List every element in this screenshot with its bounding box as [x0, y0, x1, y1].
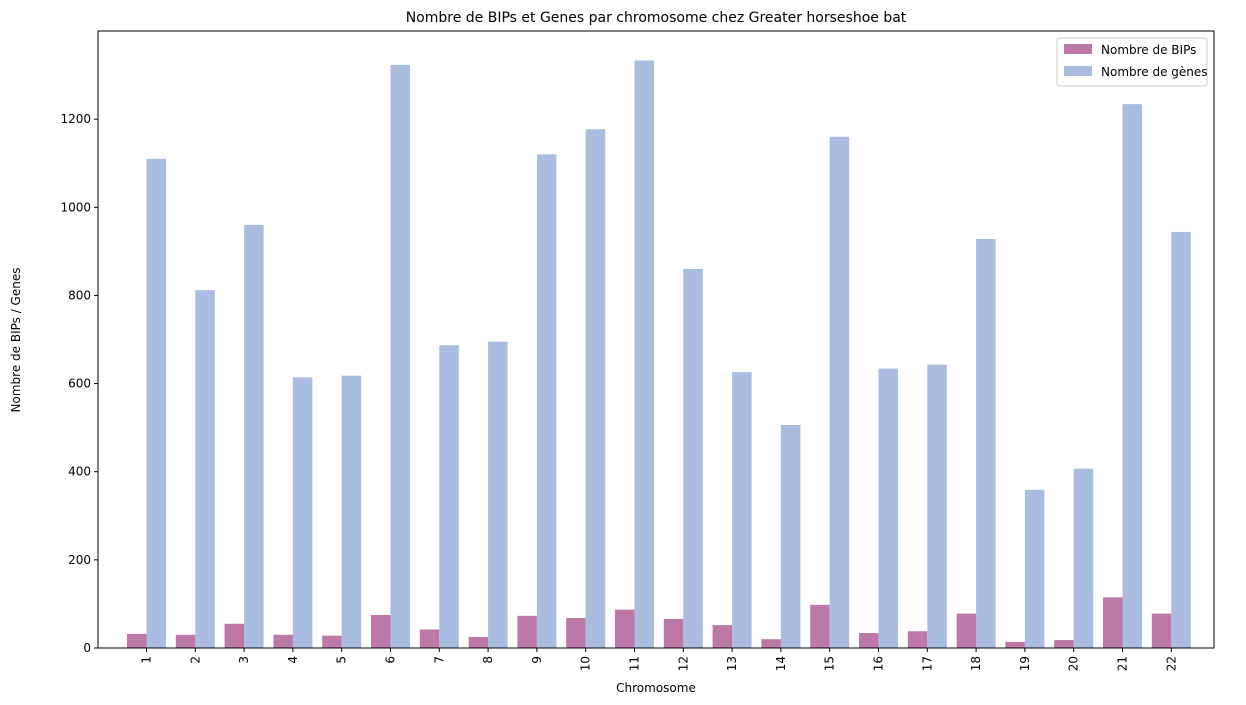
bar-bips-chr-7: [419, 629, 440, 648]
bar-genes-chr-22: [1171, 231, 1191, 649]
bar-genes-chr-12: [683, 268, 703, 648]
y-tick-label: 400: [68, 465, 91, 479]
bar-bips-chr-22: [1151, 613, 1172, 648]
x-tick-label: 15: [823, 656, 837, 671]
bar-genes-chr-2: [195, 290, 215, 648]
y-tick-label: 800: [68, 288, 91, 302]
x-tick-label: 7: [432, 656, 446, 664]
y-tick-label: 0: [83, 641, 91, 655]
bar-genes-chr-3: [244, 224, 264, 648]
bar-genes-chr-20: [1073, 468, 1094, 648]
x-tick-label: 18: [969, 656, 983, 671]
bar-genes-chr-10: [585, 129, 606, 648]
x-tick-label: 14: [774, 656, 788, 671]
x-tick-label: 4: [286, 656, 300, 664]
legend-swatch-bips: [1064, 44, 1092, 54]
legend-swatch-genes: [1064, 66, 1092, 76]
bar-bips-chr-14: [761, 639, 781, 648]
bar-genes-chr-7: [439, 345, 459, 648]
y-tick-label: 200: [68, 553, 91, 567]
plot-frame: [97, 30, 1215, 649]
bar-genes-chr-11: [634, 60, 654, 649]
bar-bips-chr-12: [663, 618, 684, 648]
x-tick-label: 5: [335, 656, 349, 664]
bar-genes-chr-21: [1122, 104, 1142, 648]
bar-genes-chr-6: [390, 64, 410, 648]
bar-bips-chr-6: [371, 614, 391, 648]
bar-genes-chr-14: [780, 424, 801, 648]
x-tick-label: 11: [628, 656, 642, 671]
x-tick-label: 17: [920, 656, 934, 671]
bar-genes-chr-19: [1024, 489, 1045, 648]
bar-bips-chr-4: [273, 634, 293, 648]
bar-genes-chr-17: [927, 364, 947, 648]
bar-genes-chr-16: [878, 368, 898, 648]
x-tick-label: 3: [237, 656, 251, 664]
plot-area: [98, 31, 1214, 648]
bar-genes-chr-8: [488, 341, 508, 648]
y-tick-label: 1000: [60, 200, 91, 214]
bar-bips-chr-1: [127, 633, 147, 648]
x-tick-label: 16: [872, 656, 886, 671]
bar-bips-chr-3: [224, 623, 245, 648]
bar-bips-chr-17: [907, 631, 928, 648]
bar-genes-chr-9: [536, 154, 557, 648]
bar-bips-chr-10: [566, 618, 586, 648]
legend: Nombre de BIPs Nombre de gènes: [1056, 37, 1208, 87]
bar-bips-chr-2: [175, 634, 196, 648]
x-tick-label: 1: [140, 656, 154, 664]
bar-bips-chr-13: [712, 625, 733, 648]
bar-bips-chr-8: [468, 636, 489, 648]
x-tick-label: 10: [579, 656, 593, 671]
chart-title: Nombre de BIPs et Genes par chromosome c…: [406, 10, 907, 26]
legend-label-genes: Nombre de gènes: [1101, 65, 1208, 79]
bar-bips-chr-15: [810, 604, 830, 648]
x-tick-label: 9: [530, 656, 544, 664]
y-tick-label: 1200: [60, 112, 91, 126]
bar-genes-chr-1: [146, 158, 166, 649]
x-axis-label: Chromosome: [616, 681, 696, 695]
x-tick-label: 22: [1164, 656, 1178, 671]
bar-bips-chr-19: [1005, 641, 1025, 648]
x-tick-label: 8: [481, 656, 495, 664]
bar-genes-chr-15: [829, 136, 850, 648]
bar-genes-chr-5: [341, 375, 362, 648]
bar-genes-chr-13: [732, 372, 752, 648]
legend-frame: [1056, 37, 1208, 87]
bar-bips-chr-9: [517, 615, 537, 648]
bar-bips-chr-20: [1054, 640, 1074, 648]
bars-group: [127, 60, 1191, 649]
legend-label-bips: Nombre de BIPs: [1101, 43, 1196, 57]
y-tick-label: 600: [68, 377, 91, 391]
bar-bips-chr-21: [1103, 597, 1123, 648]
x-tick-label: 20: [1067, 656, 1081, 671]
x-tick-label: 21: [1116, 656, 1130, 671]
bar-bips-chr-11: [615, 609, 635, 648]
bar-genes-chr-18: [976, 239, 996, 648]
x-tick-label: 19: [1018, 656, 1032, 671]
bar-bips-chr-5: [322, 635, 342, 648]
bar-genes-chr-4: [292, 377, 313, 648]
y-axis-label: Nombre de BIPs / Genes: [9, 268, 23, 413]
x-tick-label: 12: [676, 656, 690, 671]
bar-bips-chr-16: [859, 633, 879, 648]
x-tick-label: 6: [384, 656, 398, 664]
x-tick-label: 2: [188, 656, 202, 664]
bar-bips-chr-18: [956, 613, 977, 648]
ticks-group: 1 2 3 4 5 6 7 8 9 10 11 12 13 14 15 16 17 18 19 20 21 2202004…: [60, 112, 1178, 671]
x-tick-label: 13: [725, 656, 739, 671]
